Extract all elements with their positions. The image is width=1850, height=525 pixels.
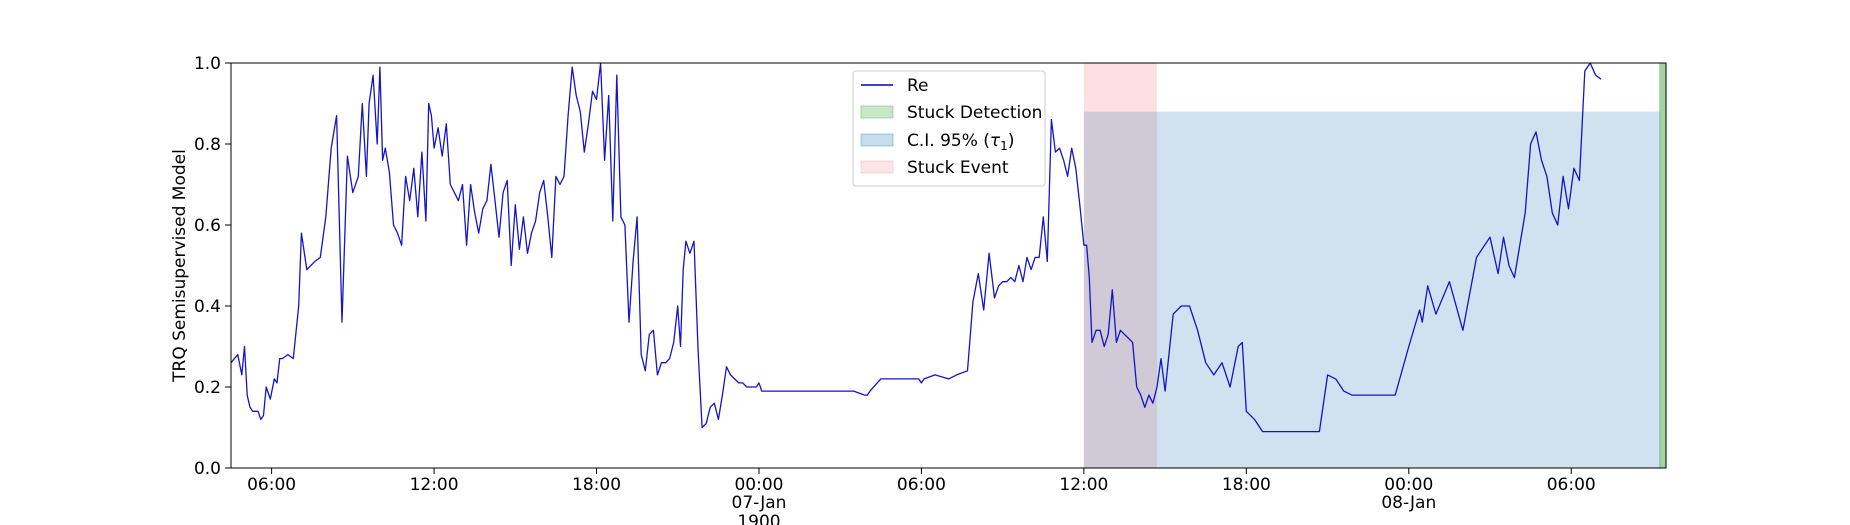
x-tick-label: 00:00: [1384, 475, 1433, 495]
x-tick-year: 1900: [737, 512, 780, 525]
x-tick-label: 18:00: [572, 475, 621, 495]
legend-ci-label-symbol: τ: [990, 131, 1001, 151]
legend-ci-label-suffix: ): [1008, 131, 1015, 151]
series-line-re: [230, 62, 1602, 433]
legend-stuck-detection-label: Stuck Detection: [907, 103, 1042, 123]
y-tick-label: 1.0: [194, 54, 221, 74]
y-tick-label: 0.8: [194, 135, 221, 155]
legend-stuck-detection-label-text: Stuck Detection: [907, 103, 1042, 123]
y-axis: 0.0 0.2 0.4 0.6 0.8 1.0: [194, 54, 231, 479]
x-tick-label: 12:00: [1059, 475, 1108, 495]
x-tick-label: 06:00: [247, 475, 296, 495]
x-tick-label: 06:00: [1547, 475, 1596, 495]
series-layer: [230, 62, 1602, 433]
x-tick-label: 18:00: [1222, 475, 1271, 495]
region-stuck-event: [1083, 63, 1157, 468]
x-tick-date: 08-Jan: [1381, 493, 1436, 513]
legend-stuck-event-label-text: Stuck Event: [907, 158, 1009, 178]
legend-stuck-detection-swatch: [860, 105, 894, 119]
legend: Re Stuck Detection C.I. 95% (τ1) Stuck Even…: [852, 70, 1046, 187]
x-tick-date: 07-Jan: [732, 493, 787, 513]
y-tick-label: 0.6: [194, 216, 221, 236]
region-stuck-detection: [1659, 63, 1666, 468]
y-tick-label: 0.2: [194, 378, 221, 398]
legend-re-label: Re: [907, 76, 929, 96]
x-tick-label: 12:00: [410, 475, 459, 495]
highlight-regions: [1083, 63, 1666, 468]
legend-box: [852, 70, 1046, 187]
region-ci: [1083, 111, 1661, 468]
y-axis-label: TRQ Semisupervised Model: [170, 149, 190, 383]
x-tick-label: 00:00: [734, 475, 783, 495]
legend-ci-label-subscript: 1: [1000, 139, 1008, 153]
y-tick-label: 0.0: [194, 459, 221, 479]
legend-re-label-text: Re: [907, 76, 929, 96]
y-tick-label: 0.4: [194, 297, 221, 317]
legend-ci-label: C.I. 95% (τ1): [907, 131, 1014, 153]
legend-ci-swatch: [860, 133, 894, 147]
plot-frame: [230, 62, 1667, 469]
legend-ci-label-text: C.I. 95% (: [907, 131, 990, 151]
legend-stuck-event-label: Stuck Event: [907, 158, 1009, 178]
legend-stuck-event-swatch: [860, 160, 894, 174]
x-tick-label: 06:00: [897, 475, 946, 495]
